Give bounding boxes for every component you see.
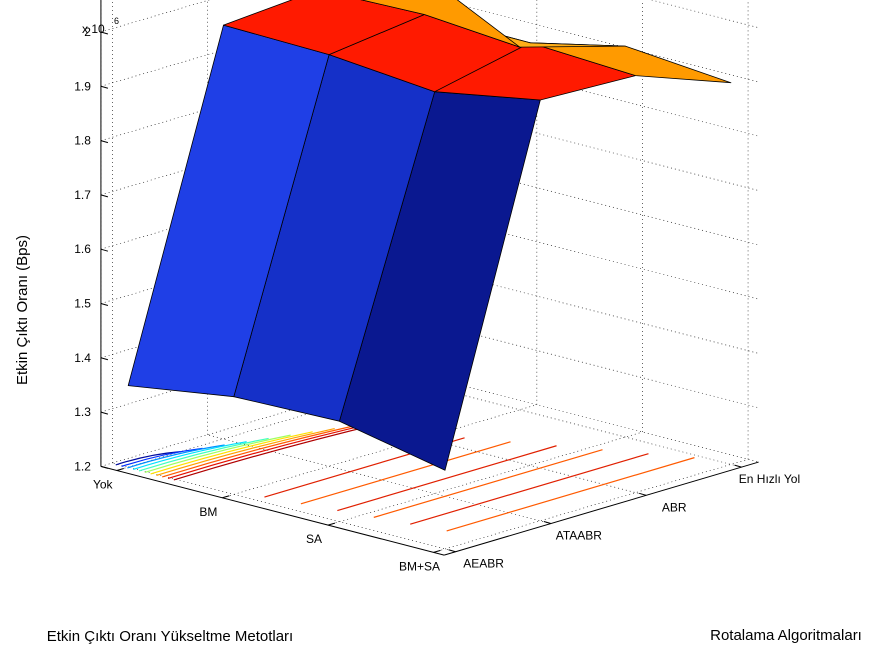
surface-face [360,0,521,48]
x-gridline-floor [207,434,551,524]
contour-line [337,445,557,512]
y-tick-mark [116,468,124,471]
z-tick-mark [100,357,109,361]
z-tick-mark [100,303,109,306]
contour-line [162,424,357,478]
z-tick-label: 1.8 [74,134,91,148]
z-tick-label: 1.5 [74,296,91,310]
contour-line [127,444,225,469]
contour-line [150,431,313,475]
z-tick-label: 2 [84,25,91,39]
x-tick-mark [448,549,456,553]
z-tick-label: 1.3 [74,405,91,419]
z-tick-label: 1.6 [74,242,91,256]
contour-projection [115,418,695,532]
z-tick-mark [100,140,109,144]
contour-line [300,441,511,505]
y-tick-label: Yok [93,477,114,491]
y-tick-label: BM [199,505,217,519]
x-tick-mark [734,464,742,468]
z-tick-mark [100,85,109,89]
y-tick-mark [327,522,336,526]
contour-line [121,447,203,468]
x-tick-label: ABR [662,500,687,514]
y-tick-mark [222,495,230,499]
x-tick-label: AEABR [463,557,504,571]
z-tick-mark [100,248,109,252]
x-tick-mark [639,492,647,496]
y-tick-label: BM+SA [399,559,440,573]
z-tick-mark [100,31,109,35]
y-axis-label: Etkin Çıktı Oranı Yükseltme Metotları [47,628,293,645]
contour-line [144,434,291,474]
y-axis-line [100,465,445,556]
z-axis-label: Etkin Çıktı Oranı (Bps) [14,235,31,385]
x-axis-label: Rotalama Algoritmaları [710,627,862,644]
z-tick-label: 1.4 [74,351,91,365]
z-tick-label: 1.7 [74,188,91,202]
z-tick-label: 1.9 [74,79,91,93]
x-axis-line [443,461,759,556]
z-tick-label: 1.2 [74,459,91,473]
y-tick-mark [433,549,441,553]
contour-line [156,427,335,477]
x-tick-label: En Hızlı Yol [739,472,800,486]
contour-line [138,437,269,472]
contour-line [410,453,649,525]
z-tick-mark [100,194,109,198]
z-multiplier-label: x 10 [82,22,105,36]
x-tick-mark [543,521,551,525]
y-gridline-floor [327,431,643,526]
tick-labels: 1.2 1.3 1.4 1.5 1.6 1.7 1.8 1.9 2 Yok BM SA BM+SA AEA… [74,25,800,573]
z-tick-mark [100,465,109,469]
contour-line [132,441,247,471]
surface-layer [127,0,732,471]
x-tick-label: ATAABR [556,529,603,543]
contour-line [167,421,379,480]
z-multiplier-exponent: 6 [114,16,119,26]
axes-layer [100,0,759,556]
z-tick-mark [100,411,109,415]
contour-line [446,457,695,532]
y-tick-label: SA [306,532,322,546]
contour-line [373,449,603,518]
